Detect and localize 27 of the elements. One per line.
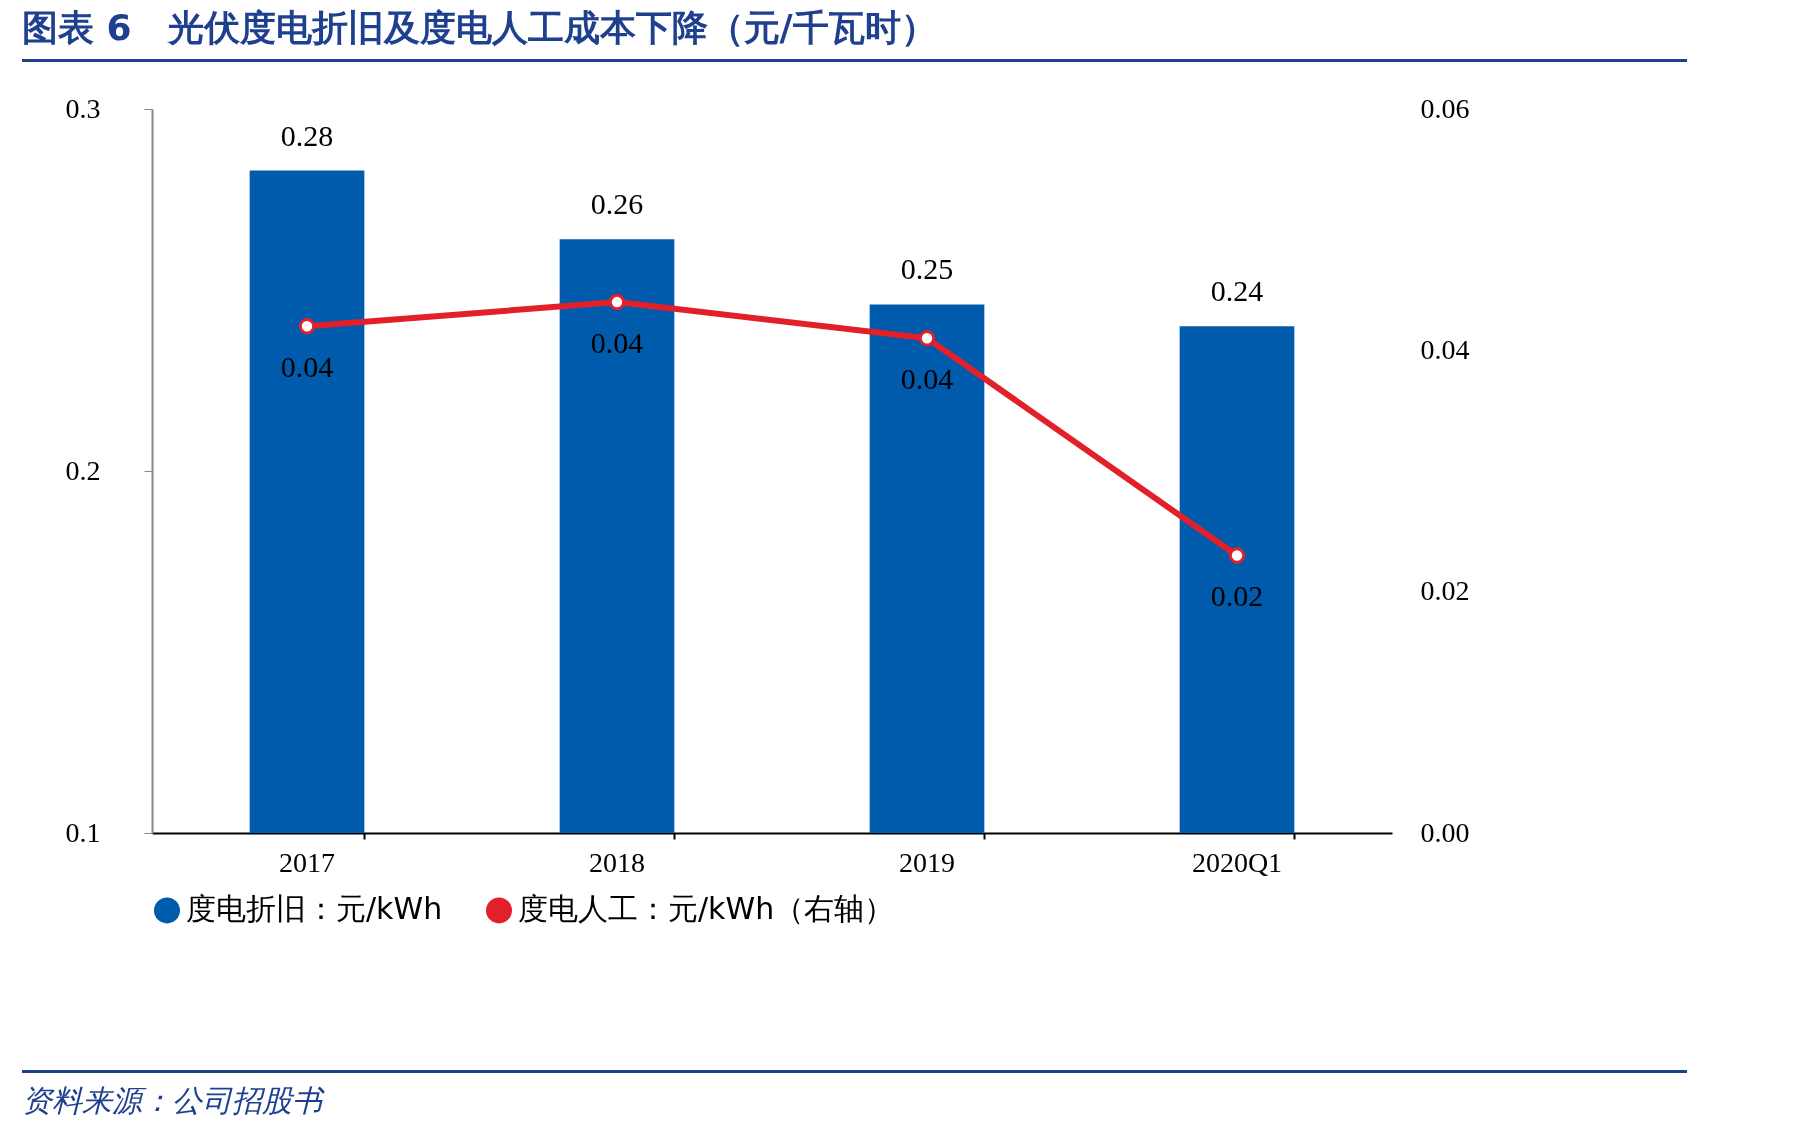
point bbox=[608, 293, 626, 311]
legend-label: 度电人工：元/kWh（右轴） bbox=[518, 891, 895, 927]
data-label: 0.04 bbox=[900, 362, 954, 396]
y-tick-label: 0.1 bbox=[65, 816, 101, 848]
point bbox=[298, 318, 316, 335]
x-tick-label: 2019 bbox=[899, 846, 955, 878]
data-label: 0.24 bbox=[1210, 274, 1264, 308]
y2-tick-label: 0.00 bbox=[1420, 816, 1470, 848]
data-label: 0.04 bbox=[590, 326, 644, 360]
x-tick-label: 2018 bbox=[589, 846, 645, 878]
chart-title: 图表 6 光伏度电折旧及度电人工成本下降（元/千瓦时） bbox=[22, 4, 1687, 62]
legend-label: 度电折旧：元/kWh bbox=[186, 891, 443, 927]
point bbox=[1228, 547, 1246, 564]
point bbox=[918, 330, 936, 347]
y2-tick-label: 0.02 bbox=[1420, 575, 1470, 607]
data-label: 0.28 bbox=[280, 118, 334, 152]
text: 资料来源：公司招股书 bbox=[22, 1070, 1687, 1122]
y-tick-label: 0.3 bbox=[65, 92, 101, 124]
data-label: 0.02 bbox=[1210, 579, 1264, 613]
data-label: 0.04 bbox=[280, 350, 334, 384]
y2-tick-label: 0.04 bbox=[1420, 333, 1470, 365]
y-tick-label: 0.2 bbox=[65, 454, 101, 486]
data-label: 0.25 bbox=[900, 252, 954, 286]
x-tick-label: 2017 bbox=[279, 846, 335, 878]
x-tick-label: 2020Q1 bbox=[1191, 846, 1283, 878]
y2-tick-label: 0.06 bbox=[1420, 92, 1470, 124]
data-label: 0.26 bbox=[590, 187, 644, 221]
